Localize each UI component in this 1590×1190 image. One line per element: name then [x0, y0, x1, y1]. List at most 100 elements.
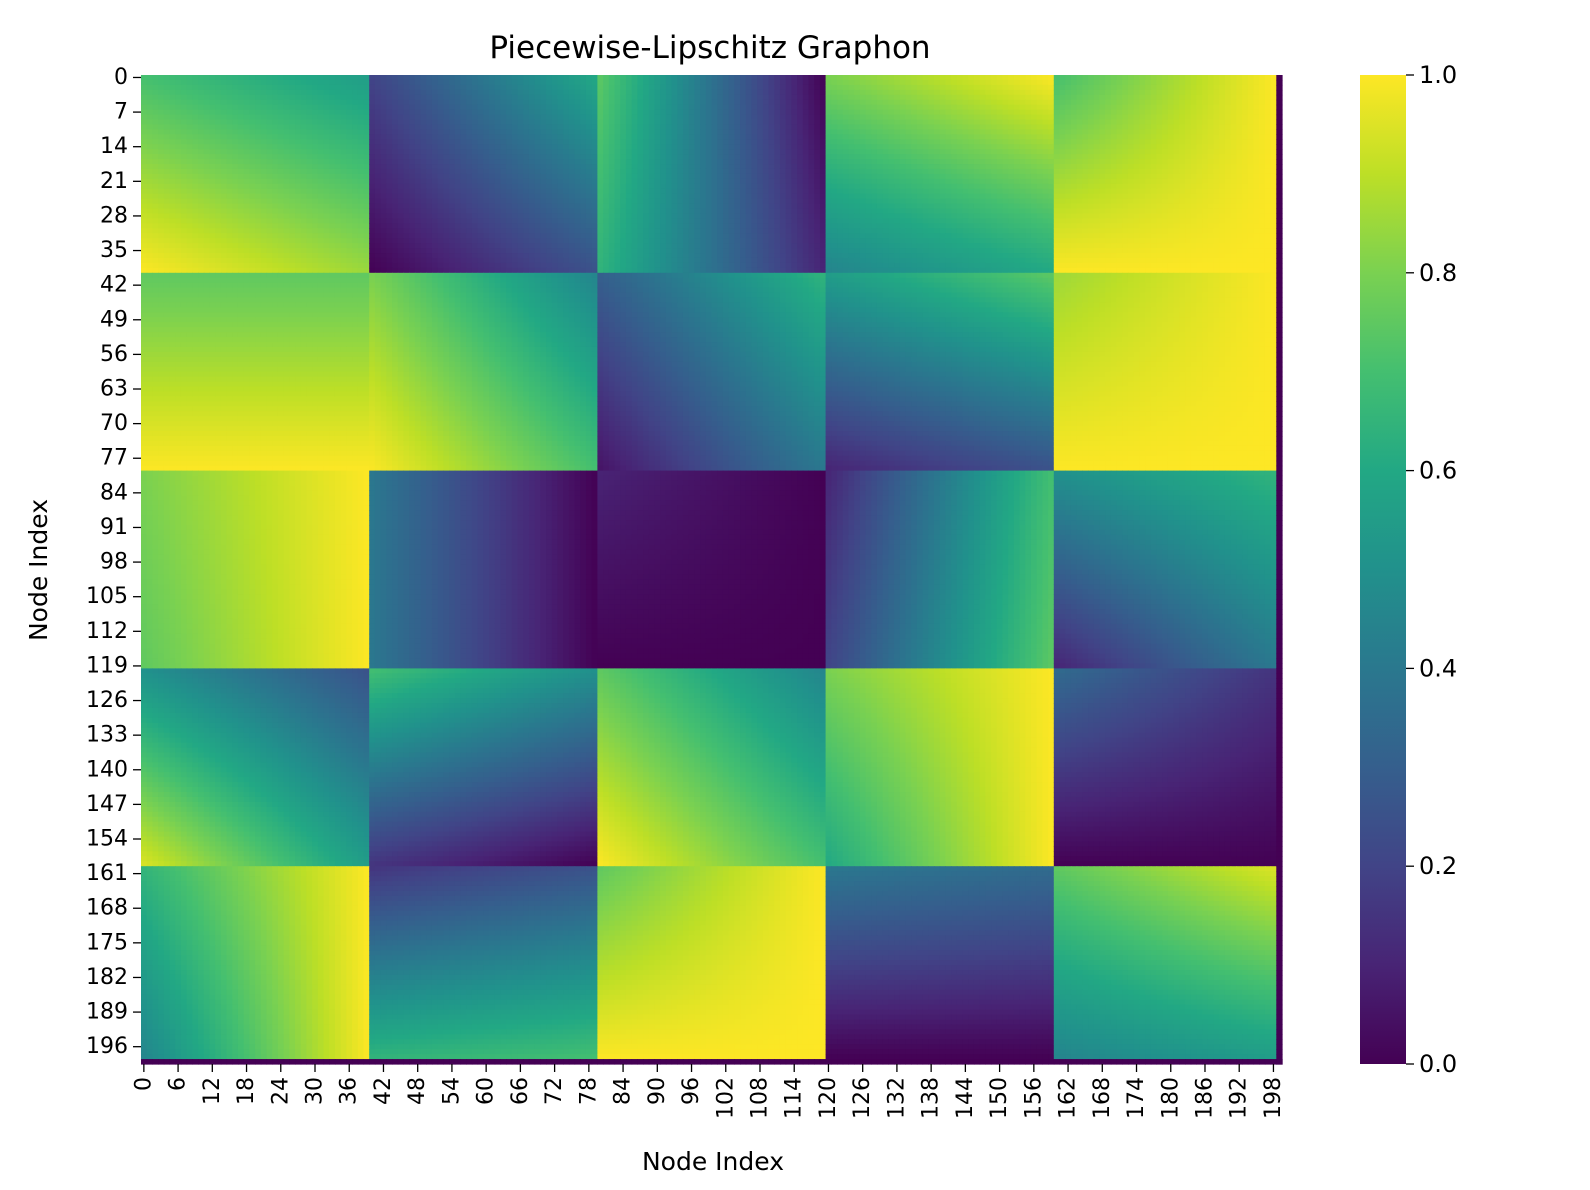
heatmap-cell — [255, 194, 261, 200]
heatmap-cell — [580, 110, 586, 116]
heatmap-cell — [227, 253, 233, 259]
heatmap-cell — [152, 228, 158, 234]
heatmap-cell — [238, 253, 244, 259]
heatmap-cell — [267, 268, 273, 274]
heatmap-cell — [620, 85, 626, 91]
heatmap-cell — [518, 139, 524, 145]
heatmap-cell — [512, 263, 518, 269]
heatmap-cell — [518, 154, 524, 160]
heatmap-cell — [443, 248, 449, 254]
heatmap-cell — [192, 253, 198, 259]
heatmap-cell — [478, 243, 484, 249]
heatmap-cell — [689, 75, 695, 81]
heatmap-cell — [586, 129, 592, 135]
heatmap-cell — [227, 223, 233, 229]
heatmap-cell — [466, 90, 472, 96]
heatmap-cell — [660, 134, 666, 140]
heatmap-cell — [438, 199, 444, 205]
heatmap-cell — [346, 149, 352, 155]
heatmap-cell — [312, 80, 318, 86]
heatmap-cell — [341, 233, 347, 239]
heatmap-cell — [609, 110, 615, 116]
heatmap-cell — [706, 90, 712, 96]
heatmap-cell — [306, 90, 312, 96]
heatmap-cell — [438, 179, 444, 185]
heatmap-cell — [580, 253, 586, 259]
heatmap-cell — [729, 80, 735, 86]
heatmap-cell — [170, 253, 176, 259]
heatmap-cell — [569, 209, 575, 215]
heatmap-cell — [443, 228, 449, 234]
heatmap-cell — [358, 124, 364, 130]
heatmap-cell — [244, 120, 250, 126]
heatmap-cell — [335, 228, 341, 234]
heatmap-cell — [386, 209, 392, 215]
heatmap-cell — [717, 100, 723, 106]
heatmap-cell — [215, 105, 221, 111]
heatmap-cell — [438, 115, 444, 121]
heatmap-cell — [637, 75, 643, 81]
heatmap-cell — [592, 233, 598, 239]
heatmap-cell — [546, 134, 552, 140]
heatmap-cell — [187, 194, 193, 200]
heatmap-cell — [563, 124, 569, 130]
heatmap-cell — [563, 204, 569, 210]
heatmap-cell — [808, 75, 814, 81]
heatmap-cell — [215, 238, 221, 244]
heatmap-cell — [694, 85, 700, 91]
heatmap-cell — [170, 129, 176, 135]
heatmap-cell — [267, 179, 273, 185]
heatmap-cell — [369, 179, 375, 185]
heatmap-cell — [238, 80, 244, 86]
heatmap-cell — [381, 85, 387, 91]
heatmap-cell — [643, 100, 649, 106]
heatmap-cell — [791, 75, 797, 81]
heatmap-cell — [512, 258, 518, 264]
heatmap-cell — [306, 228, 312, 234]
heatmap-cell — [580, 169, 586, 175]
heatmap-cell — [415, 120, 421, 126]
heatmap-cell — [158, 218, 164, 224]
heatmap-cell — [438, 184, 444, 190]
heatmap-cell — [164, 124, 170, 130]
heatmap-cell — [751, 105, 757, 111]
heatmap-cell — [358, 189, 364, 195]
heatmap-cell — [158, 110, 164, 116]
heatmap-cell — [763, 110, 769, 116]
heatmap-cell — [780, 90, 786, 96]
heatmap-cell — [478, 164, 484, 170]
heatmap-cell — [284, 228, 290, 234]
heatmap-cell — [466, 85, 472, 91]
heatmap-cell — [563, 164, 569, 170]
heatmap-cell — [147, 263, 153, 269]
heatmap-cell — [563, 263, 569, 269]
heatmap-cell — [289, 233, 295, 239]
heatmap-cell — [398, 223, 404, 229]
heatmap-cell — [198, 154, 204, 160]
heatmap-cell — [438, 129, 444, 135]
heatmap-cell — [346, 174, 352, 180]
heatmap-cell — [312, 95, 318, 101]
heatmap-cell — [535, 223, 541, 229]
heatmap-cell — [500, 110, 506, 116]
heatmap-cell — [278, 233, 284, 239]
heatmap-cell — [483, 129, 489, 135]
heatmap-cell — [449, 243, 455, 249]
heatmap-cell — [569, 204, 575, 210]
heatmap-cell — [324, 139, 330, 145]
heatmap-cell — [278, 154, 284, 160]
heatmap-cell — [529, 100, 535, 106]
heatmap-cell — [381, 110, 387, 116]
heatmap-cell — [540, 258, 546, 264]
heatmap-cell — [181, 124, 187, 130]
heatmap-cell — [346, 268, 352, 274]
heatmap-cell — [563, 115, 569, 121]
heatmap-cell — [415, 95, 421, 101]
heatmap-cell — [518, 124, 524, 130]
heatmap-cell — [141, 90, 147, 96]
heatmap-cell — [529, 144, 535, 150]
heatmap-cell — [540, 253, 546, 259]
heatmap-cell — [198, 228, 204, 234]
heatmap-cell — [238, 204, 244, 210]
heatmap-cell — [689, 95, 695, 101]
